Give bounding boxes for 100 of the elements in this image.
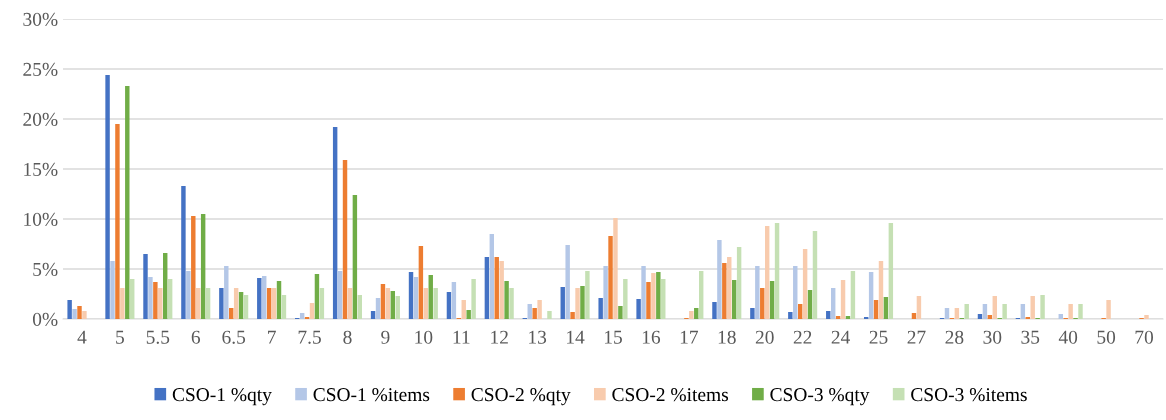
bar — [205, 288, 211, 319]
bar — [451, 282, 457, 319]
x-tick-label: 24 — [831, 330, 850, 344]
bar — [489, 234, 495, 319]
bar — [689, 311, 694, 319]
y-tick-label: 0% — [32, 312, 58, 326]
x-tick-label: 8 — [343, 330, 352, 344]
bar — [494, 257, 499, 319]
bar — [319, 288, 325, 319]
y-tick-label: 30% — [23, 12, 58, 26]
bar — [243, 295, 249, 319]
x-tick-label: 7.5 — [298, 330, 321, 344]
x-tick-label: 50 — [1097, 330, 1116, 344]
bar — [727, 257, 732, 319]
bar — [750, 308, 755, 319]
bar — [797, 304, 803, 319]
x-tick-label: 5.5 — [146, 330, 170, 344]
bar — [233, 288, 239, 319]
bar — [812, 231, 818, 319]
bar — [873, 300, 879, 319]
bar — [77, 306, 82, 319]
bar — [878, 261, 884, 319]
bar — [196, 288, 201, 319]
bar — [130, 279, 135, 319]
bar — [1144, 315, 1149, 319]
bar — [395, 296, 400, 319]
bar — [850, 271, 856, 319]
bar — [461, 300, 466, 319]
legend-label: CSO-2 %items — [612, 388, 729, 402]
bar — [266, 288, 272, 319]
bar — [143, 254, 148, 319]
bar — [466, 310, 471, 319]
bar — [347, 288, 353, 319]
bar — [722, 263, 727, 319]
bar — [547, 311, 552, 319]
bar — [262, 276, 267, 319]
bar — [1106, 300, 1111, 319]
bar — [257, 278, 262, 319]
x-tick-label: 13 — [529, 330, 547, 344]
legend-label: CSO-1 %qty — [172, 388, 272, 406]
x-tick-label: 12 — [491, 330, 508, 344]
bar — [944, 308, 950, 319]
bar — [418, 246, 424, 319]
x-tick-label: 28 — [945, 330, 964, 344]
bar — [352, 195, 358, 319]
bar — [357, 295, 363, 319]
bar — [337, 271, 343, 319]
bar — [413, 277, 419, 319]
bar — [618, 306, 623, 319]
bar — [793, 266, 798, 319]
bar — [153, 282, 158, 319]
bar — [560, 287, 565, 319]
bar — [598, 298, 603, 319]
y-tick-label: 15% — [24, 162, 58, 176]
bar — [656, 272, 661, 319]
x-tick-label: 20 — [755, 330, 774, 344]
bar — [471, 279, 476, 319]
y-tick-label: 10% — [24, 212, 58, 226]
bar — [585, 271, 590, 319]
bar — [570, 312, 575, 319]
bar — [845, 316, 851, 319]
bar — [332, 127, 338, 319]
bar — [167, 279, 173, 319]
bar — [499, 261, 504, 319]
bar — [807, 290, 813, 319]
bar — [888, 223, 894, 319]
bar — [916, 296, 922, 319]
x-tick-label: 16 — [642, 330, 661, 344]
bar — [186, 271, 191, 319]
x-tick-label: 17 — [680, 330, 699, 344]
legend-label: CSO-2 %qty — [471, 388, 571, 406]
bar — [219, 288, 224, 319]
bar — [428, 275, 433, 319]
bar — [527, 304, 532, 319]
bar — [769, 281, 775, 319]
bar — [1058, 314, 1063, 319]
bar — [105, 75, 110, 319]
bar — [433, 288, 438, 319]
bar — [200, 214, 206, 319]
x-tick-label: 70 — [1135, 330, 1154, 344]
bar — [840, 280, 846, 319]
x-tick-label: 27 — [907, 330, 926, 344]
bar — [608, 236, 613, 319]
bar — [509, 288, 514, 319]
bar — [82, 311, 87, 319]
bar — [224, 266, 229, 319]
bar — [380, 284, 386, 319]
bar — [613, 218, 618, 319]
bar — [636, 299, 641, 319]
x-tick-label: 6.5 — [222, 330, 246, 344]
bar — [1040, 295, 1045, 319]
bar — [982, 304, 988, 319]
bar — [646, 282, 651, 319]
legend-label: CSO-3 %qty — [770, 388, 870, 406]
bar — [314, 274, 320, 319]
bar — [148, 277, 153, 319]
bar — [342, 160, 348, 319]
bar — [375, 298, 381, 319]
x-tick-label: 22 — [793, 330, 812, 344]
bar — [661, 279, 666, 319]
